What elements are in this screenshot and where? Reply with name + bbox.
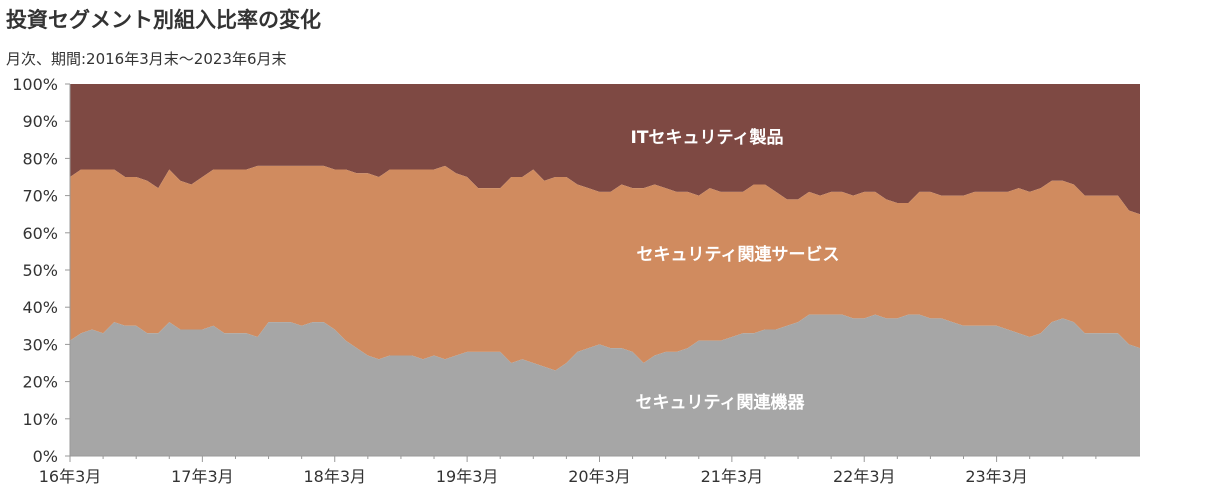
x-tick-label: 17年3月 <box>171 467 234 486</box>
chart-subtitle: 月次、期間:2016年3月末〜2023年6月末 <box>6 50 287 68</box>
y-tick-label: 100% <box>12 75 58 94</box>
y-tick-label: 0% <box>33 447 58 466</box>
y-tick-label: 30% <box>22 335 58 354</box>
label-it-products: ITセキュリティ製品 <box>631 127 784 148</box>
chart-title: 投資セグメント別組入比率の変化 <box>6 8 321 32</box>
y-tick-label: 70% <box>22 187 58 206</box>
x-tick-label: 18年3月 <box>303 467 366 486</box>
x-tick-label: 22年3月 <box>833 467 896 486</box>
area-series-services <box>70 165 1140 371</box>
x-tick-label: 19年3月 <box>436 467 499 486</box>
y-tick-label: 10% <box>22 410 58 429</box>
x-tick-label: 20年3月 <box>568 467 631 486</box>
y-tick-label: 40% <box>22 298 58 317</box>
y-tick-label: 90% <box>22 112 58 131</box>
y-tick-label: 60% <box>22 224 58 243</box>
y-tick-label: 80% <box>22 149 58 168</box>
x-tick-label: 16年3月 <box>39 467 102 486</box>
area-series-devices <box>70 314 1140 456</box>
label-services: セキュリティ関連サービス <box>637 244 840 265</box>
area-series-it-products <box>70 84 1140 215</box>
x-tick-label: 23年3月 <box>965 467 1028 486</box>
y-tick-label: 50% <box>22 261 58 280</box>
x-tick-label: 21年3月 <box>701 467 764 486</box>
y-tick-label: 20% <box>22 373 58 392</box>
label-devices: セキュリティ関連機器 <box>636 392 806 413</box>
